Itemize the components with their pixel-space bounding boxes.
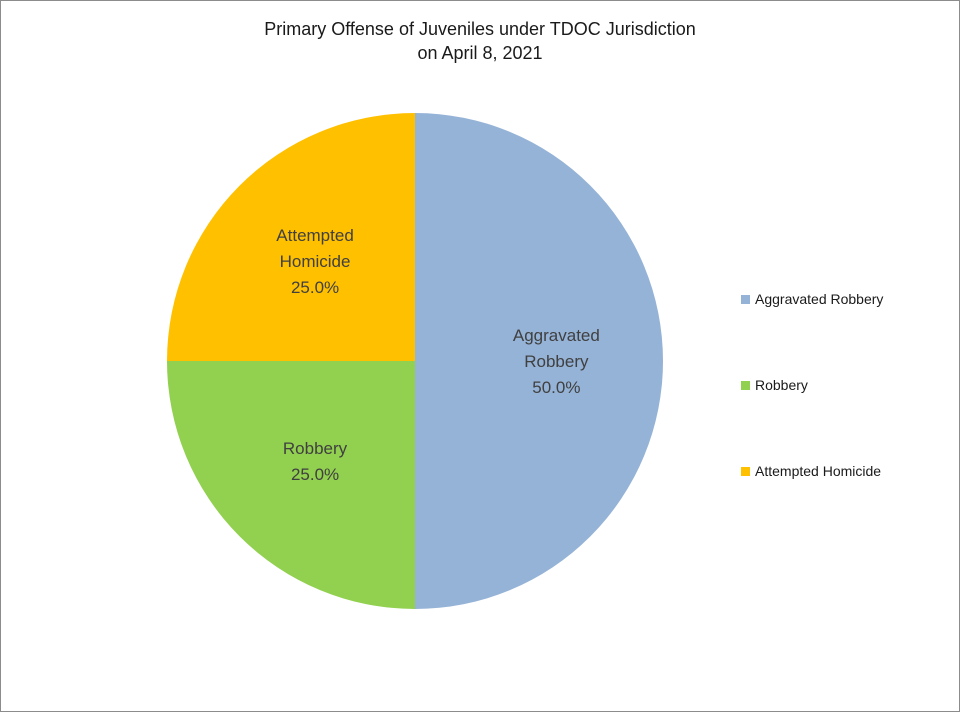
data-label-attempted-homicide: Attempted Homicide 25.0% <box>276 226 354 297</box>
data-label-line: Robbery <box>283 439 348 458</box>
data-label-line: Attempted <box>276 226 354 245</box>
pie-slice-aggravated-robbery <box>415 113 663 609</box>
data-label-line: Homicide <box>280 252 351 271</box>
data-label-line: 50.0% <box>532 378 580 397</box>
chart-subtitle-line: on April 8, 2021 <box>417 43 543 63</box>
data-label-aggravated-robbery: Aggravated Robbery 50.0% <box>513 326 600 397</box>
legend-label: Aggravated Robbery <box>755 291 884 307</box>
legend-swatch <box>741 380 750 390</box>
legend-label: Robbery <box>755 377 808 393</box>
data-label-line: Aggravated <box>513 326 600 345</box>
chart-title: Primary Offense of Juveniles under TDOC … <box>1 17 959 65</box>
chart-title-line: Primary Offense of Juveniles under TDOC … <box>264 19 696 39</box>
legend-swatch <box>741 294 750 304</box>
legend-item-attempted-homicide: Attempted Homicide <box>741 463 881 479</box>
pie-slice-robbery <box>167 361 415 609</box>
data-label-line: Robbery <box>524 352 589 371</box>
legend-label: Attempted Homicide <box>755 463 882 479</box>
legend-swatch <box>741 466 750 476</box>
pie-slice-attempted-homicide <box>167 113 415 361</box>
legend-item-aggravated-robbery: Aggravated Robbery <box>741 291 883 307</box>
data-label-line: 25.0% <box>291 278 339 297</box>
data-label-robbery: Robbery 25.0% <box>283 439 348 484</box>
data-label-line: 25.0% <box>291 465 339 484</box>
legend-item-robbery: Robbery <box>741 377 808 393</box>
